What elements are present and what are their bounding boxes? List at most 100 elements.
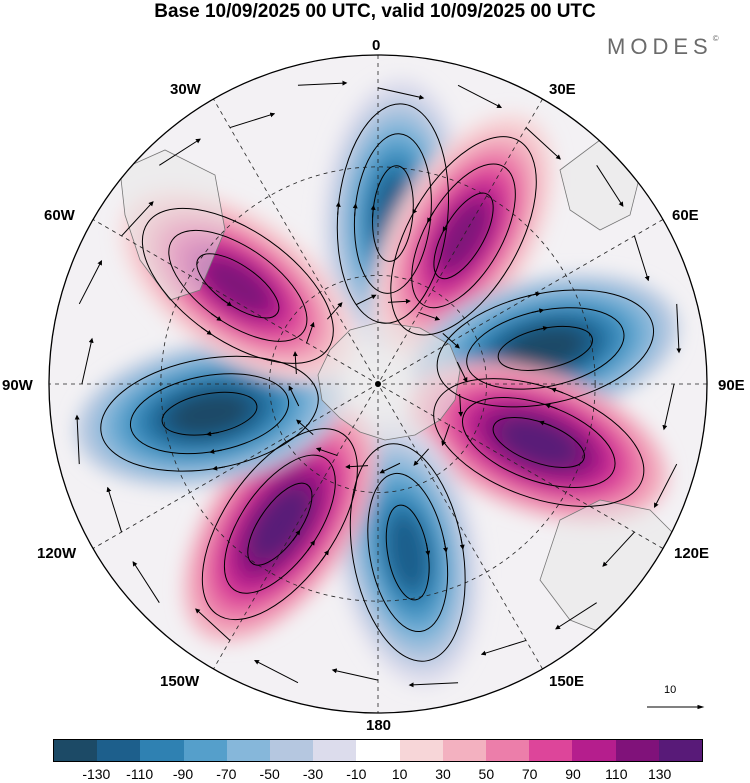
lon-label-60w: 60W [44,207,75,224]
colorbar-tick-label: -30 [302,766,324,782]
streamline-arrow [345,464,369,470]
streamline-arrow [326,302,343,320]
streamline-arrow [377,87,425,100]
lon-label-0: 0 [372,37,381,54]
lobe-160e-negative [334,418,481,686]
colorbar-tick-label: 110 [605,766,628,782]
colorbar-swatch [270,740,314,761]
lon-label-90w: 90W [2,377,33,394]
streamline-arrow [331,668,379,681]
streamline-arrow [539,420,552,427]
streamline-arrow [106,486,123,533]
lobe-160e-negative-level [386,512,429,593]
streamline-arrow [662,383,675,431]
vector-scale-label: 10 [664,684,677,696]
lon-label-150e: 150E [549,673,585,690]
colorbar-swatch [658,740,703,761]
colorbar-swatch [54,740,98,761]
streamline-arrow [427,211,435,223]
streamline-arrow [425,543,431,556]
lobe-110w-negative [76,340,344,487]
colorbar-tick-label: 70 [521,766,538,782]
lobe-150w-positive [183,406,377,642]
south-pole-marker [375,381,381,387]
lon-label-120e: 120E [674,545,710,562]
colorbar-tick-label: -70 [216,766,237,782]
map-border [48,54,708,714]
streamline-arrow [212,465,226,471]
lobe-60w-positive-level [203,257,273,315]
lobe-100e-positive-level [500,419,577,466]
streamline-arrow [229,112,276,129]
streamline-arrow [305,321,315,344]
streamline-arrow [545,403,558,410]
page-title: Base 10/09/2025 00 UTC, valid 10/09/2025… [154,1,596,22]
colorbar-tick-label: 130 [647,766,672,782]
streamline-arrow [602,531,635,567]
lobe-110w-negative-level [169,392,250,435]
lon-label-120w: 120W [37,545,77,562]
streamline-arrow [296,419,314,436]
lobe-60e-negative-level [505,327,585,370]
colorbar-ticks: -130 -110 -90 -70 -50 -30 -10 10 30 50 70 90 110 130 [0,766,750,783]
streamline-arrow [210,313,222,322]
colorbar-tick-label: -130 [82,766,111,782]
streamline-arrow [297,80,348,86]
streamline-arrow [335,201,341,215]
streamline-arrow [355,294,377,306]
colorbar-swatch [442,740,487,761]
streamline-arrow [442,332,460,349]
streamline-arrow [456,361,468,383]
streamline-arrow [527,291,541,297]
colorbar-tick-label: -90 [172,766,194,782]
streamline-arrow [221,298,233,307]
streamline-arrow [633,235,650,282]
streamline-arrow [413,448,430,466]
streamline-arrow [206,431,219,437]
colorbar-swatch [572,740,616,761]
colorbar-swatch [529,740,573,761]
colorbar-swatch [615,740,659,761]
streamline-arrow [443,539,448,553]
colorbar-swatch [97,740,141,761]
colorbar-swatch [356,740,400,761]
streamline-arrow [531,308,545,314]
streamline-arrow [254,660,299,684]
streamline-arrow [209,449,223,454]
streamline-arrow [321,549,329,561]
streamline-arrow [457,84,502,108]
colorbar-swatch [140,740,184,761]
streamline-arrow [550,387,564,394]
streamline-arrow [195,608,231,641]
streamline-arrow [132,561,160,603]
south-america-coast [119,149,226,301]
wind-streamlines [74,80,682,688]
streamline-arrow [288,385,300,407]
streamline-arrow [387,298,411,304]
colorbar-tick-label: 50 [478,766,495,782]
streamline-arrow [480,639,527,656]
colorbar [53,739,703,762]
colorbar-tick-label: -110 [126,766,154,782]
streamline-arrow [418,311,441,321]
streamline-arrow [412,202,420,215]
streamline-arrow [352,203,358,217]
streamline-arrow [121,201,154,237]
colorbar-swatch [226,740,271,761]
streamline-arrow [315,447,338,457]
streamline-arrow [370,204,376,218]
lon-label-90e: 90E [718,377,745,394]
colorbar-tick-label: 90 [565,766,581,782]
streamline-arrow [555,602,597,630]
streamline-arrow [654,463,678,508]
colorbar-tick-label: -10 [346,766,367,782]
streamline-arrow [676,303,682,354]
streamline-arrow [201,327,213,335]
colorbar-swatch [183,740,227,761]
streamline-arrow [81,337,94,385]
lobe-30e-positive-level [437,199,490,272]
lon-label-60e: 60E [672,207,699,224]
lon-label-30w: 30W [170,81,201,98]
streamline-arrow [535,326,549,331]
streamline-arrow [78,260,102,305]
